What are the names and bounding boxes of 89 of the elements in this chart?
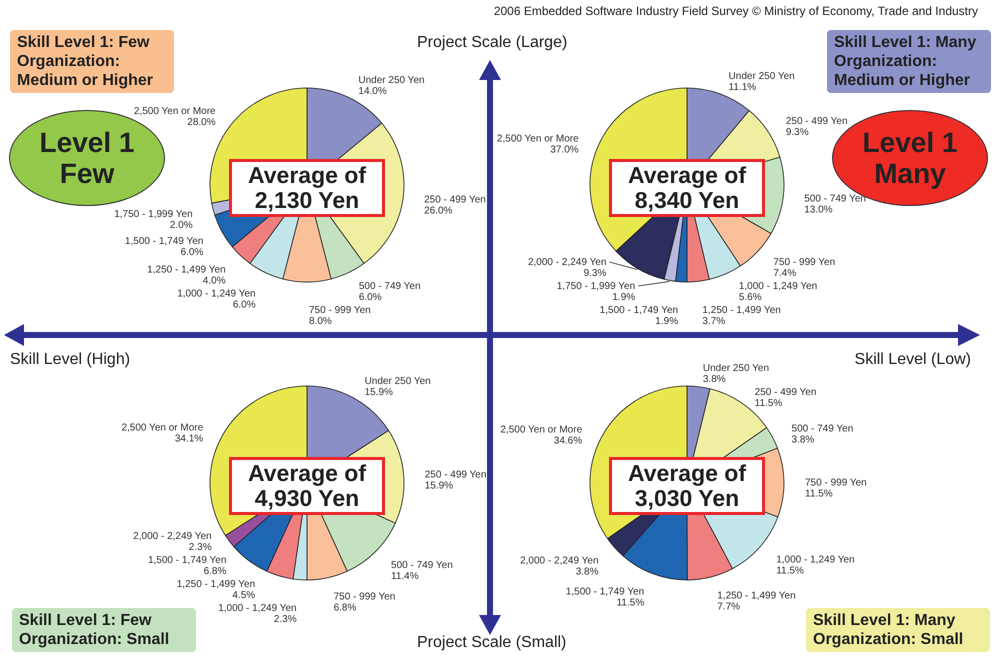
text: Skill Level (Low) [854, 351, 971, 369]
data-label: 14.0% [358, 86, 387, 98]
data-label: 1.9% [655, 316, 678, 327]
slice-label: 1,000 - 1,249 Yen [776, 554, 855, 566]
data-label: 2.3% [274, 614, 297, 625]
data-label: 8.0% [309, 316, 332, 327]
data-label: 2.3% [188, 542, 212, 553]
data-label: 4.0% [202, 276, 226, 287]
data-label: 7.7% [717, 602, 740, 613]
text: Skill Level 1: Many Organization: Medium or Higher [827, 30, 991, 93]
slice-label: 500 - 749 Yen [391, 560, 453, 572]
data-label: 5.6% [738, 292, 762, 303]
text: Average of 3,030 Yen [609, 457, 765, 515]
slice-label: 500 - 749 Yen [804, 193, 866, 204]
data-label: 7.4% [773, 268, 796, 279]
text: Skill Level 1: Many Organization: Small [806, 608, 990, 652]
slice-label: 250 - 499 Yen [786, 116, 848, 128]
slice-label: 1,750 - 1,999 Yen [114, 208, 193, 220]
text: Average of 4,930 Yen [229, 457, 385, 515]
text: Project Scale (Small) [417, 634, 566, 652]
slice-label: 2,500 Yen or More [500, 424, 583, 436]
data-label: 9.3% [584, 268, 606, 279]
slice-label: 2,000 - 2,249 Yen [528, 257, 606, 268]
text: Skill Level (High) [10, 351, 130, 369]
data-label: 11.4% [391, 571, 419, 582]
data-label: 11.1% [728, 82, 756, 93]
data-label: 26.0% [424, 206, 453, 217]
data-label: 3.7% [702, 316, 726, 327]
slice-label: 500 - 749 Yen [358, 281, 421, 292]
slice-label: 750 - 999 Yen [773, 257, 836, 268]
data-label: 37.0% [550, 144, 579, 156]
data-label: 6.0% [232, 300, 256, 311]
slice-label: 750 - 999 Yen [805, 477, 867, 488]
data-label: 15.9% [364, 387, 394, 398]
slice-label: 250 - 499 Yen [424, 194, 486, 206]
slice-label: Under 250 Yen [702, 362, 770, 374]
text: Level 1 Few [40, 127, 134, 189]
data-label: 15.9% [424, 480, 454, 492]
slice-label: 1,500 - 1,749 Yen [124, 236, 204, 247]
data-label: 11.5% [776, 565, 804, 576]
slice-label: Under 250 Yen [364, 376, 431, 388]
text: Skill Level 1: Few Organization: Small [12, 608, 196, 652]
slice-label: 250 - 499 Yen [424, 470, 486, 481]
slice-label: 2,000 - 2,249 Yen [133, 531, 212, 542]
data-label: 1.9% [612, 292, 636, 303]
data-label: 2.0% [170, 220, 193, 231]
data-label: 4.5% [232, 590, 256, 601]
slice-label: 1,000 - 1,249 Yen [218, 603, 297, 614]
data-label: 34.1% [174, 433, 204, 444]
text: Level 1 Many [862, 127, 958, 189]
text: Skill Level 1: Few Organization: Medium or Higher [10, 30, 174, 93]
slice-label: 1,500 - 1,749 Yen [148, 555, 226, 566]
slice-label: 2,500 Yen or More [134, 106, 216, 118]
text: Project Scale (Large) [417, 34, 568, 52]
slice-label: 750 - 999 Yen [309, 305, 371, 316]
slice-label: 1,500 - 1,749 Yen [566, 586, 644, 598]
slice-label: 1,000 - 1,249 Yen [738, 281, 818, 292]
slice-label: 2,500 Yen or More [496, 134, 580, 145]
slice-label: 1,750 - 1,999 Yen [556, 281, 636, 292]
text: Average of 2,130 Yen [229, 159, 385, 217]
data-label: 34.6% [554, 435, 582, 446]
data-label: 9.3% [786, 127, 809, 138]
slice-label: 1,250 - 1,499 Yen [717, 590, 796, 602]
data-label: 11.5% [805, 488, 833, 500]
data-label: 11.5% [754, 398, 782, 409]
data-label: 3.8% [792, 434, 814, 446]
slice-label: 1,500 - 1,749 Yen [600, 305, 678, 316]
slice-label: 1,250 - 1,499 Yen [176, 579, 256, 590]
data-label: 6.0% [358, 292, 382, 303]
data-label: 11.5% [616, 598, 644, 609]
slice-label: 750 - 999 Yen [334, 591, 396, 602]
slice-label: 1,000 - 1,249 Yen [177, 288, 256, 300]
data-label: 6.8% [334, 602, 356, 614]
slice-label: Under 250 Yen [728, 70, 795, 82]
slice-label: 2,500 Yen or More [121, 422, 204, 434]
slice-label: 500 - 749 Yen [792, 424, 854, 435]
slice-label: Under 250 Yen [358, 75, 425, 86]
slice-label: 250 - 499 Yen [754, 386, 816, 398]
data-label: 28.0% [187, 117, 216, 128]
data-label: 3.8% [576, 566, 599, 578]
data-label: 13.0% [804, 204, 833, 216]
data-label: 3.8% [702, 374, 726, 385]
data-label: 6.8% [204, 566, 226, 577]
data-label: 6.0% [180, 246, 204, 258]
slice-label: 1,250 - 1,499 Yen [702, 305, 781, 316]
slice-label: 1,250 - 1,499 Yen [147, 264, 226, 276]
slice-label: 2,000 - 2,249 Yen [520, 555, 599, 566]
text: Average of 8,340 Yen [609, 159, 765, 217]
text: 2006 Embedded Software Industry Field Survey © Ministry of Economy, Trade and Industry [494, 4, 978, 18]
